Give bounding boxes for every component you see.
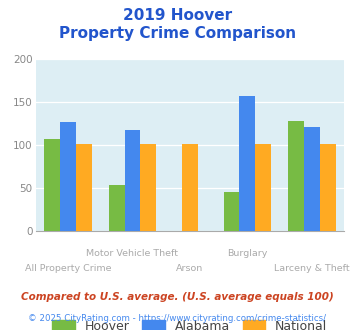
Bar	[125, 130, 140, 231]
Bar	[76, 144, 92, 231]
Bar	[255, 144, 271, 231]
Text: Arson: Arson	[176, 264, 203, 273]
Bar	[304, 127, 320, 231]
Bar	[224, 191, 240, 231]
Text: Burglary: Burglary	[227, 249, 268, 258]
Bar	[140, 144, 156, 231]
Text: Compared to U.S. average. (U.S. average equals 100): Compared to U.S. average. (U.S. average …	[21, 292, 334, 302]
Bar	[288, 121, 304, 231]
Text: Larceny & Theft: Larceny & Theft	[274, 264, 350, 273]
Bar	[240, 96, 255, 231]
Text: Property Crime Comparison: Property Crime Comparison	[59, 26, 296, 41]
Text: All Property Crime: All Property Crime	[24, 264, 111, 273]
Legend: Hoover, Alabama, National: Hoover, Alabama, National	[53, 320, 327, 330]
Bar	[109, 185, 125, 231]
Bar	[44, 139, 60, 231]
Text: 2019 Hoover: 2019 Hoover	[123, 8, 232, 23]
Bar	[60, 122, 76, 231]
Bar	[320, 144, 336, 231]
Bar	[182, 144, 198, 231]
Text: © 2025 CityRating.com - https://www.cityrating.com/crime-statistics/: © 2025 CityRating.com - https://www.city…	[28, 314, 327, 323]
Text: Motor Vehicle Theft: Motor Vehicle Theft	[87, 249, 179, 258]
